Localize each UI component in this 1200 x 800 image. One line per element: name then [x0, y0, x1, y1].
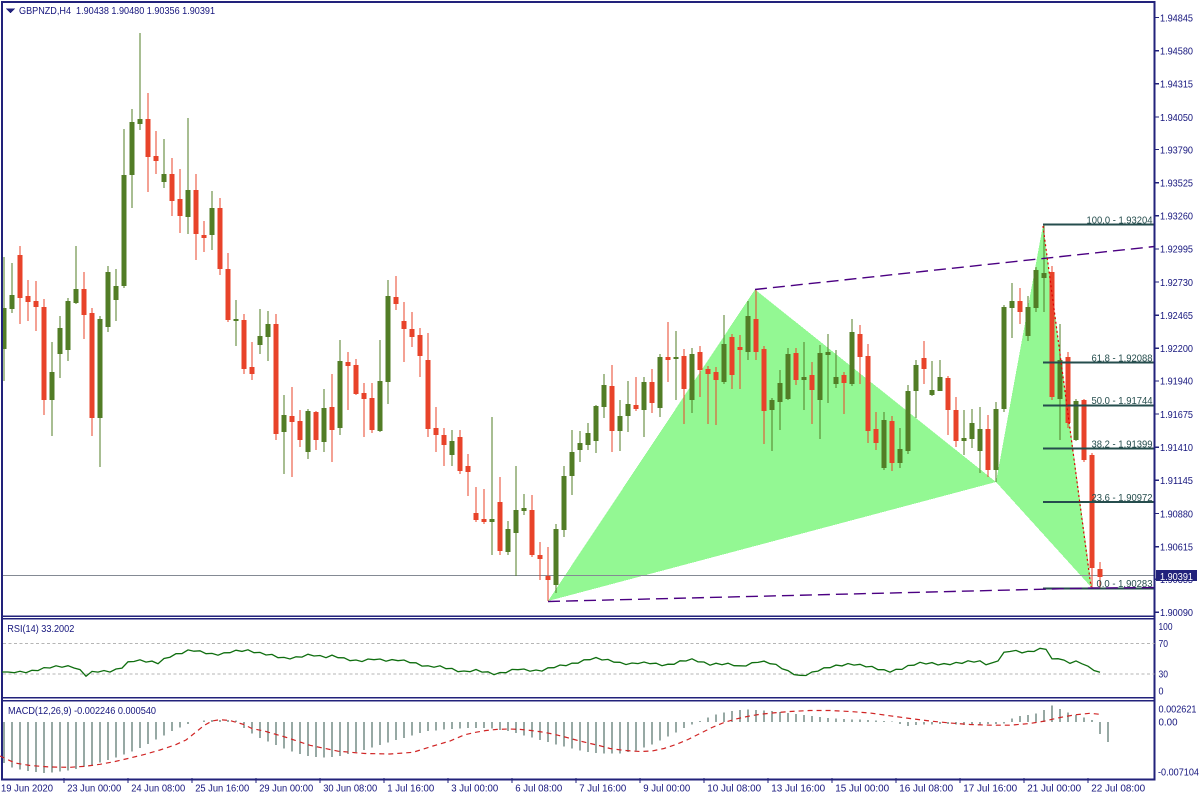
svg-text:1.92200: 1.92200 — [1160, 343, 1193, 355]
svg-text:0: 0 — [1159, 687, 1164, 698]
svg-text:1.90880: 1.90880 — [1160, 508, 1193, 520]
svg-text:70: 70 — [1159, 639, 1169, 650]
svg-text:100: 100 — [1159, 622, 1173, 633]
svg-text:17 Jul 16:00: 17 Jul 16:00 — [963, 784, 1017, 795]
svg-text:6 Jul 08:00: 6 Jul 08:00 — [515, 784, 562, 795]
svg-text:RSI(14) 33.2002: RSI(14) 33.2002 — [7, 624, 74, 635]
svg-text:23.6 - 1.90972: 23.6 - 1.90972 — [1092, 492, 1153, 504]
svg-text:1.93525: 1.93525 — [1160, 177, 1193, 189]
svg-text:1.91410: 1.91410 — [1160, 442, 1193, 454]
svg-text:1.92465: 1.92465 — [1160, 310, 1193, 322]
svg-text:0.002621: 0.002621 — [1159, 705, 1197, 716]
svg-text:1.91940: 1.91940 — [1160, 376, 1193, 388]
svg-text:24 Jun 08:00: 24 Jun 08:00 — [131, 784, 185, 795]
svg-text:MACD(12,26,9) -0.002246 0.0005: MACD(12,26,9) -0.002246 0.000540 — [8, 706, 156, 717]
svg-text:1.94580: 1.94580 — [1160, 45, 1193, 57]
svg-text:19 Jun 2020: 19 Jun 2020 — [1, 784, 53, 795]
svg-text:1.93260: 1.93260 — [1160, 211, 1193, 223]
svg-text:38.2 - 1.91399: 38.2 - 1.91399 — [1092, 438, 1153, 450]
svg-text:1.91145: 1.91145 — [1160, 475, 1193, 487]
svg-text:1.90391: 1.90391 — [1160, 571, 1193, 583]
svg-text:1 Jul 16:00: 1 Jul 16:00 — [387, 784, 434, 795]
svg-text:3 Jul 00:00: 3 Jul 00:00 — [451, 784, 498, 795]
svg-text:21 Jul 00:00: 21 Jul 00:00 — [1027, 784, 1081, 795]
svg-text:0.00: 0.00 — [1159, 718, 1178, 729]
svg-text:1.90090: 1.90090 — [1160, 607, 1193, 619]
svg-text:15 Jul 00:00: 15 Jul 00:00 — [835, 784, 889, 795]
svg-text:1.94845: 1.94845 — [1160, 12, 1193, 24]
svg-text:GBPNZD,H4 1.90438 1.90480 1.9: GBPNZD,H4 1.90438 1.90480 1.90356 1.9039… — [19, 6, 215, 17]
svg-text:13 Jul 16:00: 13 Jul 16:00 — [771, 784, 825, 795]
svg-text:1.92730: 1.92730 — [1160, 277, 1193, 289]
svg-text:22 Jul 08:00: 22 Jul 08:00 — [1091, 784, 1145, 795]
svg-text:25 Jun 16:00: 25 Jun 16:00 — [195, 784, 249, 795]
svg-text:-0.007104: -0.007104 — [1158, 767, 1199, 778]
svg-text:50.0 - 1.91744: 50.0 - 1.91744 — [1092, 395, 1153, 407]
svg-text:30 Jun 08:00: 30 Jun 08:00 — [323, 784, 377, 795]
svg-text:100.0 - 1.93204: 100.0 - 1.93204 — [1087, 214, 1153, 226]
svg-text:16 Jul 08:00: 16 Jul 08:00 — [899, 784, 953, 795]
svg-text:10 Jul 08:00: 10 Jul 08:00 — [707, 784, 761, 795]
svg-text:1.94050: 1.94050 — [1160, 112, 1193, 124]
svg-text:29 Jun 00:00: 29 Jun 00:00 — [259, 784, 313, 795]
svg-text:9 Jul 00:00: 9 Jul 00:00 — [643, 784, 690, 795]
svg-text:1.90615: 1.90615 — [1160, 541, 1193, 553]
svg-text:30: 30 — [1159, 670, 1169, 681]
svg-text:61.8 - 1.92088: 61.8 - 1.92088 — [1092, 352, 1153, 364]
svg-text:1.93790: 1.93790 — [1160, 144, 1193, 156]
svg-text:0.0 - 1.90283: 0.0 - 1.90283 — [1097, 578, 1153, 590]
svg-text:1.91675: 1.91675 — [1160, 409, 1193, 421]
svg-text:7 Jul 16:00: 7 Jul 16:00 — [579, 784, 626, 795]
svg-text:23 Jun 00:00: 23 Jun 00:00 — [67, 784, 121, 795]
svg-text:1.94315: 1.94315 — [1160, 79, 1193, 91]
svg-text:1.92995: 1.92995 — [1160, 244, 1193, 256]
